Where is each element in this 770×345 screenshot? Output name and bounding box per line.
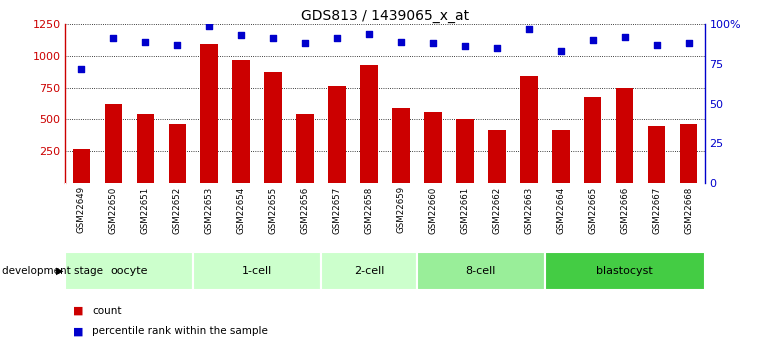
Bar — [233, 60, 250, 183]
Text: percentile rank within the sample: percentile rank within the sample — [92, 326, 268, 336]
Text: ▶: ▶ — [56, 266, 64, 276]
Text: count: count — [92, 306, 122, 315]
Point — [267, 36, 280, 41]
Bar — [616, 88, 634, 183]
Text: GDS813 / 1439065_x_at: GDS813 / 1439065_x_at — [301, 9, 469, 23]
Point — [395, 39, 407, 45]
Text: GSM22655: GSM22655 — [269, 186, 278, 234]
Text: GSM22665: GSM22665 — [588, 186, 598, 234]
Point — [587, 37, 599, 43]
Text: GSM22666: GSM22666 — [620, 186, 629, 234]
Text: GSM22663: GSM22663 — [524, 186, 534, 234]
Text: GSM22652: GSM22652 — [172, 186, 182, 234]
Bar — [65, 252, 193, 290]
Text: GSM22651: GSM22651 — [141, 186, 150, 234]
Bar — [417, 252, 545, 290]
Point — [299, 40, 311, 46]
Text: GSM22668: GSM22668 — [684, 186, 693, 234]
Text: blastocyst: blastocyst — [596, 266, 653, 276]
Point — [331, 36, 343, 41]
Text: ■: ■ — [73, 326, 84, 336]
Bar — [545, 252, 705, 290]
Point — [554, 48, 567, 54]
Point — [490, 45, 503, 51]
Point — [523, 26, 535, 32]
Point — [618, 34, 631, 40]
Text: ■: ■ — [73, 306, 84, 315]
Text: oocyte: oocyte — [111, 266, 148, 276]
Bar — [360, 65, 378, 183]
Bar — [456, 119, 474, 183]
Text: development stage: development stage — [2, 266, 102, 276]
Text: GSM22664: GSM22664 — [556, 186, 565, 234]
Text: 8-cell: 8-cell — [466, 266, 496, 276]
Bar — [552, 129, 570, 183]
Point — [139, 39, 152, 45]
Text: 1-cell: 1-cell — [242, 266, 273, 276]
Bar — [520, 76, 537, 183]
Text: GSM22657: GSM22657 — [333, 186, 342, 234]
Point — [107, 36, 119, 41]
Text: GSM22653: GSM22653 — [205, 186, 214, 234]
Text: GSM22659: GSM22659 — [397, 186, 406, 234]
Text: GSM22660: GSM22660 — [428, 186, 437, 234]
Point — [682, 40, 695, 46]
Point — [651, 42, 663, 48]
Bar — [584, 97, 601, 183]
Bar — [264, 72, 282, 183]
Bar — [648, 126, 665, 183]
Point — [235, 32, 247, 38]
Text: GSM22649: GSM22649 — [77, 186, 86, 234]
Text: GSM22650: GSM22650 — [109, 186, 118, 234]
Bar — [105, 104, 122, 183]
Point — [203, 23, 216, 29]
Text: 2-cell: 2-cell — [354, 266, 384, 276]
Bar — [193, 252, 321, 290]
Text: GSM22654: GSM22654 — [236, 186, 246, 234]
Text: GSM22656: GSM22656 — [300, 186, 310, 234]
Point — [427, 40, 439, 46]
Bar — [328, 86, 346, 183]
Bar — [321, 252, 417, 290]
Point — [171, 42, 183, 48]
Bar — [392, 108, 410, 183]
Bar — [200, 45, 218, 183]
Bar — [296, 114, 314, 183]
Bar — [136, 114, 154, 183]
Bar — [680, 125, 698, 183]
Point — [363, 31, 375, 37]
Point — [459, 43, 471, 49]
Bar — [169, 125, 186, 183]
Bar — [424, 112, 442, 183]
Text: GSM22661: GSM22661 — [460, 186, 470, 234]
Point — [75, 66, 88, 71]
Bar — [488, 129, 506, 183]
Text: GSM22658: GSM22658 — [364, 186, 373, 234]
Bar — [72, 149, 90, 183]
Text: GSM22667: GSM22667 — [652, 186, 661, 234]
Text: GSM22662: GSM22662 — [492, 186, 501, 234]
